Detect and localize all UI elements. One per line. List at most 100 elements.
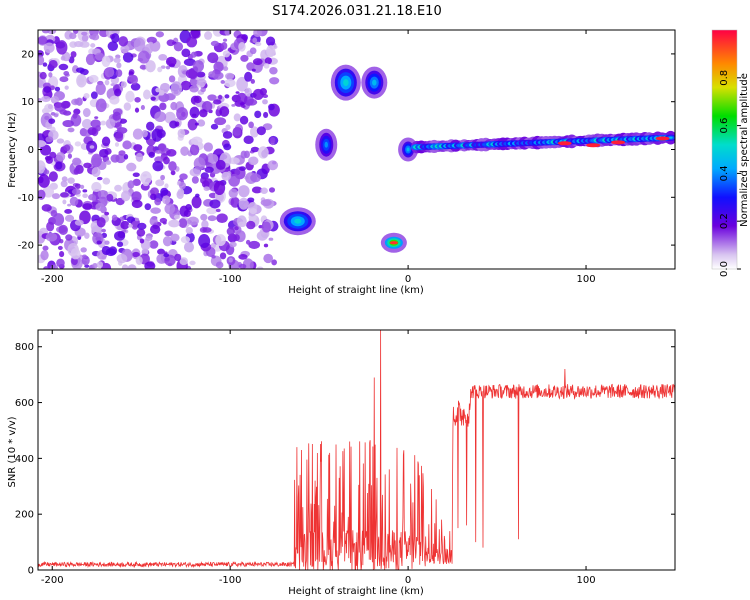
noise-speckle (189, 260, 196, 266)
noise-speckle (164, 203, 176, 215)
noise-speckle (94, 52, 105, 61)
noise-speckle (198, 234, 211, 248)
noise-speckle (164, 254, 176, 266)
noise-speckle (157, 248, 165, 255)
noise-speckle (85, 53, 96, 66)
noise-speckle (166, 149, 177, 157)
noise-speckle (96, 176, 103, 181)
noise-speckle (229, 241, 237, 248)
noise-speckle (253, 30, 262, 38)
noise-speckle (265, 36, 276, 46)
noise-speckle (148, 151, 155, 158)
snr-x-tick-label: -200 (41, 575, 64, 586)
noise-speckle (159, 82, 171, 92)
noise-speckle (69, 32, 77, 40)
noise-speckle (71, 257, 78, 266)
noise-speckle (211, 255, 216, 259)
noise-speckle (250, 79, 255, 84)
noise-speckle (39, 71, 47, 80)
noise-speckle (195, 193, 200, 198)
noise-speckle (250, 173, 262, 183)
noise-speckle (38, 164, 44, 170)
noise-speckle (59, 251, 65, 258)
noise-speckle (132, 251, 140, 258)
blob-b (324, 141, 329, 148)
noise-speckle (118, 150, 126, 156)
spectrogram-y-tick-label: 10 (21, 97, 34, 108)
noise-speckle (137, 222, 147, 230)
spectrogram-marks (38, 30, 675, 269)
noise-speckle (170, 170, 176, 176)
noise-speckle (260, 187, 268, 195)
noise-speckle (43, 266, 50, 269)
noise-speckle (73, 40, 84, 48)
noise-speckle (210, 123, 219, 130)
blob-a (294, 218, 302, 224)
snr-y-tick-label: 400 (15, 454, 34, 465)
noise-speckle (63, 144, 71, 152)
noise-speckle (48, 118, 56, 124)
noise-speckle (165, 65, 171, 70)
noise-speckle (240, 54, 249, 62)
snr-x-tick-label: 0 (405, 575, 411, 586)
noise-speckle (113, 57, 121, 63)
noise-speckle (183, 58, 196, 67)
noise-speckle (260, 199, 272, 207)
snr-axes-ticks: -200 -100 0 100 0 200 400 600 800 (15, 330, 675, 586)
noise-speckle (114, 230, 126, 241)
snr-frame (37, 329, 676, 571)
noise-speckle (222, 50, 231, 58)
snr-panel: -200 -100 0 100 0 200 400 600 800 Height of stra… (7, 329, 676, 597)
spectrogram-frame (37, 29, 676, 270)
noise-speckle (200, 213, 208, 221)
noise-speckle (115, 131, 124, 142)
noise-speckle (41, 95, 51, 103)
noise-speckle (264, 57, 272, 65)
noise-speckle (67, 177, 75, 184)
spectrogram-y-tick-label: -10 (18, 193, 34, 204)
noise-speckle (170, 101, 178, 111)
noise-speckle (150, 96, 156, 101)
noise-speckle (132, 178, 141, 187)
noise-speckle (160, 174, 165, 181)
noise-speckle (90, 91, 98, 100)
noise-speckle (183, 241, 195, 253)
snr-y-tick-label: 600 (15, 398, 34, 409)
noise-speckle (146, 121, 155, 131)
noise-speckle (71, 188, 81, 195)
noise-speckle (134, 107, 140, 113)
noise-speckle (72, 157, 82, 166)
noise-speckle (218, 94, 223, 100)
noise-speckle (114, 142, 120, 147)
noise-speckle (173, 41, 184, 52)
noise-speckle (80, 184, 85, 190)
noise-speckle (44, 103, 54, 113)
noise-speckle (268, 103, 275, 111)
noise-speckle (64, 214, 75, 222)
noise-speckle (215, 159, 226, 170)
noise-speckle (81, 31, 88, 36)
noise-speckle (61, 100, 70, 109)
noise-speckle (38, 193, 43, 198)
trace-segment (668, 136, 673, 139)
noise-speckle (185, 226, 193, 235)
noise-speckle (75, 67, 85, 73)
noise-speckle (263, 63, 270, 69)
spectrogram-y-tick-label: 20 (21, 49, 34, 60)
noise-speckle (231, 103, 236, 107)
noise-speckle (166, 39, 175, 47)
noise-speckle (55, 151, 66, 162)
noise-speckle (89, 145, 95, 149)
noise-speckle (104, 66, 115, 78)
colorbar-tick-label: 0.6 (719, 118, 730, 134)
noise-speckle (267, 160, 279, 171)
noise-speckle (102, 177, 111, 185)
noise-speckle (43, 169, 50, 175)
noise-speckle (245, 239, 251, 245)
noise-speckle (244, 71, 253, 82)
noise-speckle (42, 62, 48, 67)
noise-speckle (116, 241, 124, 248)
noise-speckle (262, 99, 268, 105)
noise-speckle (130, 82, 141, 91)
noise-speckle (134, 217, 140, 222)
